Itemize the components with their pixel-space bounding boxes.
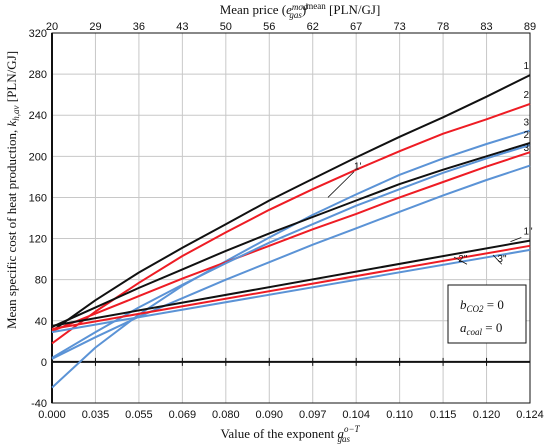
series-line <box>51 244 531 330</box>
x-bottom-tick-label: 0.090 <box>256 409 284 421</box>
x-bottom-tick-label: 0.097 <box>299 409 327 421</box>
x-bottom-tick-label: 0.110 <box>386 409 413 421</box>
x-top-tick-label: 67 <box>350 21 362 33</box>
x-top-tick-label: 62 <box>307 21 319 33</box>
x-top-axis-title: Mean price (emod gas)mean [PLN/GJ] <box>220 1 381 20</box>
x-top-tick-label: 29 <box>89 21 101 33</box>
series-line <box>51 164 531 360</box>
x-bottom-tick-label: 0.035 <box>82 409 110 421</box>
legend-line-2: acoal = 0 <box>460 320 502 337</box>
series-line <box>51 248 531 334</box>
x-top-tick-label: 78 <box>437 21 449 33</box>
series-label: 2' <box>523 130 531 141</box>
x-top-tick-label: 83 <box>480 21 492 33</box>
x-bottom-tick-label: 0.104 <box>342 409 370 421</box>
x-bottom-tick-label: 0.080 <box>212 409 240 421</box>
x-top-tick-label: 50 <box>220 21 232 33</box>
legend-line-1: bCO2 = 0 <box>460 297 504 314</box>
x-bottom-tick-label: 0.115 <box>430 409 457 421</box>
series-label: 1 <box>523 61 529 72</box>
axes <box>51 32 531 404</box>
y-tick-label: 240 <box>29 110 47 122</box>
plot-frame <box>51 32 531 404</box>
y-tick-label: 0 <box>41 357 47 369</box>
label-leader-line <box>510 237 522 243</box>
gridlines <box>51 32 531 404</box>
series-label: 2" <box>458 254 468 265</box>
x-bottom-tick-label: 0.069 <box>169 409 197 421</box>
y-tick-label: 40 <box>35 316 47 328</box>
tick-labels: 0.000200.035290.055360.069430.080500.090… <box>29 21 544 421</box>
series-line <box>51 102 531 345</box>
y-tick-label: 320 <box>29 28 47 40</box>
label-leader-line <box>453 256 468 265</box>
series-line <box>51 74 531 332</box>
series-label: 3 <box>523 118 529 129</box>
series-line <box>51 151 531 333</box>
y-tick-label: 280 <box>29 69 47 81</box>
y-axis-title: Mean specific cost of heat production, k… <box>4 51 21 329</box>
x-bottom-axis-title: Value of the exponent ao−T gas <box>220 424 360 444</box>
x-top-tick-label: 73 <box>394 21 406 33</box>
y-tick-label: 160 <box>29 192 47 204</box>
series-lines <box>51 74 531 389</box>
x-top-tick-label: 43 <box>176 21 188 33</box>
x-bottom-tick-label: 0.055 <box>125 409 153 421</box>
series-label: 1" <box>523 226 533 237</box>
series-label: 2 <box>523 90 529 101</box>
series-label: 1' <box>354 162 362 173</box>
label-leader-line <box>327 171 355 198</box>
legend-box: bCO2 = 0 acoal = 0 <box>447 284 527 344</box>
x-bottom-tick-label: 0.120 <box>473 409 501 421</box>
x-top-tick-label: 89 <box>524 21 536 33</box>
series-line <box>51 239 531 327</box>
series-line <box>51 142 531 328</box>
x-top-tick-label: 36 <box>133 21 145 33</box>
y-tick-label: -40 <box>31 398 47 410</box>
series-label: 3' <box>523 143 531 154</box>
x-bottom-tick-label: 0.124 <box>516 409 544 421</box>
x-top-tick-label: 20 <box>46 21 58 33</box>
y-tick-label: 80 <box>35 275 47 287</box>
y-tick-label: 200 <box>29 151 47 163</box>
series-labels: 1 2 32' 3' 1' 1" 2" 3" <box>327 61 533 265</box>
label-leader-line <box>492 254 503 265</box>
series-label: 3" <box>497 254 507 265</box>
x-top-tick-label: 56 <box>263 21 275 33</box>
x-bottom-tick-label: 0.000 <box>38 409 66 421</box>
y-tick-label: 120 <box>29 234 47 246</box>
